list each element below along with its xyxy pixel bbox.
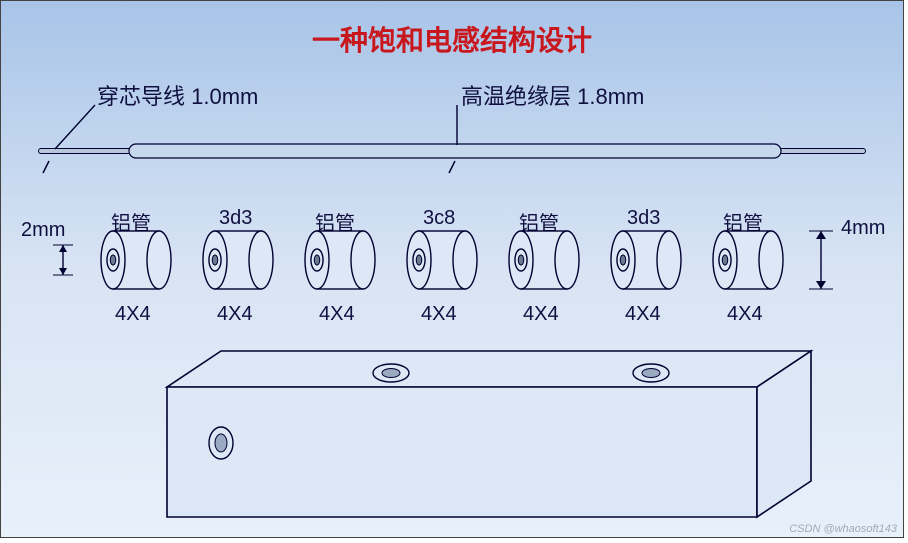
diagram-svg (1, 1, 905, 539)
watermark: CSDN @whaosoft143 (789, 523, 897, 535)
diagram-canvas: 一种饱和电感结构设计 穿芯导线 1.0mm 高温绝缘层 1.8mm 2mm 4m… (0, 0, 904, 538)
